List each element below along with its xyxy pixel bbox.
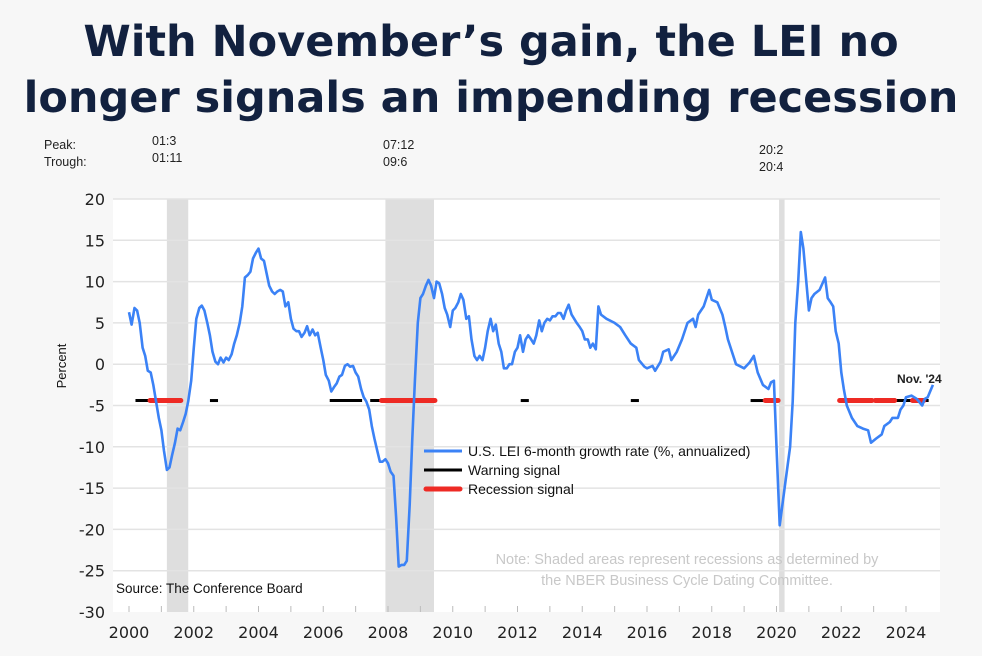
note-line-1: Note: Shaded areas represent recessions … <box>496 552 880 568</box>
x-tick-label: 2000 <box>109 623 150 642</box>
y-tick-label: 15 <box>85 231 105 250</box>
x-tick-label: 2006 <box>303 623 344 642</box>
note-line-2: the NBER Business Cycle Dating Committee… <box>541 573 833 589</box>
legend-label-lei: U.S. LEI 6-month growth rate (%, annuali… <box>468 443 750 459</box>
y-tick-label: 0 <box>95 355 105 374</box>
legend-label-warning: Warning signal <box>468 462 560 478</box>
y-tick-label: -10 <box>79 438 105 457</box>
recession-1-trough: 01:11 <box>152 151 183 165</box>
peak-label: Peak: <box>44 138 76 152</box>
y-tick-label: 20 <box>85 190 105 209</box>
gridlines <box>113 198 940 572</box>
y-tick-label: -25 <box>79 562 105 581</box>
recession-1-peak: 01:3 <box>152 134 177 148</box>
recession-2-peak: 07:12 <box>383 138 415 152</box>
recession-2-trough: 09:6 <box>383 155 408 169</box>
x-tick-label: 2014 <box>562 623 603 642</box>
x-tick-label: 2008 <box>368 623 409 642</box>
recession-3-peak: 20:2 <box>759 143 784 157</box>
trough-label: Trough: <box>44 155 87 169</box>
y-tick-label: -20 <box>79 520 105 539</box>
x-tick-label: 2012 <box>497 623 538 642</box>
x-tick-label: 2004 <box>238 623 279 642</box>
y-tick-label: -30 <box>79 603 105 622</box>
legend: U.S. LEI 6-month growth rate (%, annuali… <box>423 443 750 497</box>
y-tick-label: 10 <box>85 273 105 292</box>
y-tick-label: -5 <box>89 397 105 416</box>
y-axis-label: Percent <box>54 343 69 388</box>
title-line-2: longer signals an impending recession <box>23 73 959 123</box>
x-tick-label: 2018 <box>691 623 732 642</box>
y-tick-label: 5 <box>95 314 105 333</box>
x-tick-label: 2010 <box>432 623 473 642</box>
legend-label-recession: Recession signal <box>468 481 574 497</box>
latest-point-annotation: Nov. '24 <box>897 372 942 386</box>
source-note: Source: The Conference Board <box>116 581 303 596</box>
x-tick-label: 2020 <box>756 623 797 642</box>
title-line-1: With November’s gain, the LEI no <box>83 17 899 67</box>
y-tick-label: -15 <box>79 479 105 498</box>
x-tick-label: 2002 <box>173 623 214 642</box>
x-tick-label: 2024 <box>886 623 927 642</box>
y-axis: 20 15 10 5 0 -5 -10 -15 -20 -25 -30 <box>79 190 105 622</box>
x-axis: 2000 2002 2004 2006 2008 2010 2012 2014 2016 2018… <box>109 606 927 642</box>
chart-title: With November’s gain, the LEI no longer … <box>0 14 982 126</box>
lei-series-line <box>127 230 935 568</box>
x-tick-label: 2022 <box>821 623 862 642</box>
recession-3-trough: 20:4 <box>759 160 784 174</box>
x-tick-label: 2016 <box>627 623 668 642</box>
